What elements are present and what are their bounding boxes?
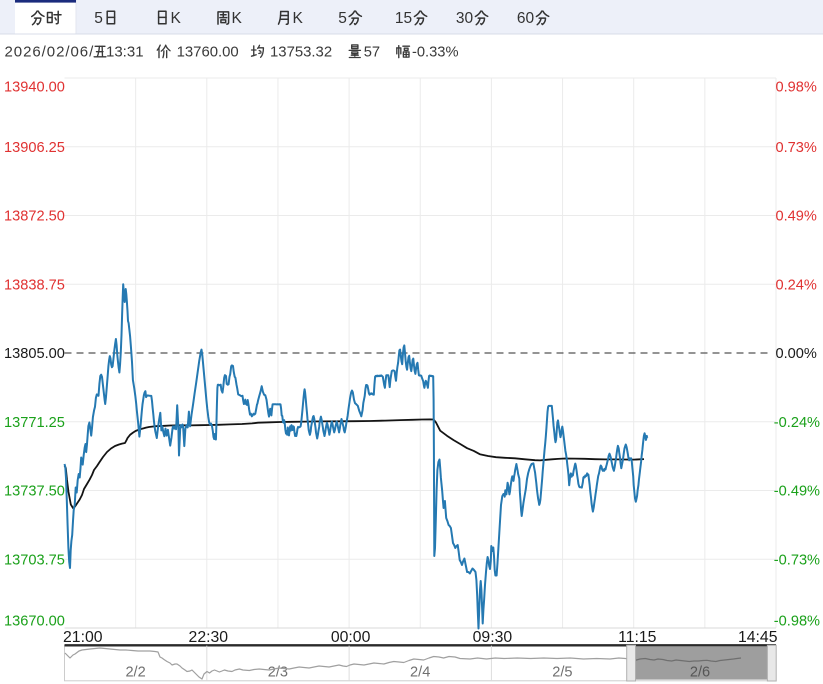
svg-text:2/6: 2/6 [690, 665, 710, 681]
svg-text:-0.33%: -0.33% [412, 44, 459, 60]
svg-text:K: K [232, 10, 243, 27]
svg-text:-0.98%: -0.98% [774, 614, 820, 630]
svg-text:-0.73%: -0.73% [774, 553, 820, 569]
svg-text:-0.49%: -0.49% [774, 484, 820, 500]
svg-text:0.24%: 0.24% [776, 278, 817, 294]
svg-text:13737.50: 13737.50 [4, 484, 65, 500]
svg-text:13906.25: 13906.25 [4, 140, 65, 156]
svg-text:13753.32: 13753.32 [270, 44, 332, 60]
svg-text:13805.00: 13805.00 [4, 346, 65, 362]
svg-text:60: 60 [517, 10, 535, 27]
svg-text:22:30: 22:30 [189, 629, 229, 646]
svg-text:13670.00: 13670.00 [4, 614, 65, 630]
svg-text:K: K [171, 10, 182, 27]
svg-text:13703.75: 13703.75 [4, 553, 65, 569]
svg-text:0.00%: 0.00% [776, 346, 817, 362]
svg-text:2/5: 2/5 [552, 665, 572, 681]
svg-text:00:00: 00:00 [331, 629, 371, 646]
svg-text:13838.75: 13838.75 [4, 278, 65, 294]
svg-text:13771.25: 13771.25 [4, 415, 65, 431]
svg-text:13872.50: 13872.50 [4, 209, 65, 225]
svg-text:30: 30 [456, 10, 474, 27]
svg-text:-0.24%: -0.24% [774, 415, 820, 431]
svg-text:15: 15 [395, 10, 412, 27]
svg-text:0.98%: 0.98% [776, 80, 817, 96]
svg-text:0.73%: 0.73% [776, 140, 817, 156]
svg-text:2026/02/06/: 2026/02/06/ [5, 43, 95, 60]
svg-text:21:00: 21:00 [63, 629, 103, 646]
svg-text:13940.00: 13940.00 [4, 80, 65, 96]
svg-text:K: K [293, 10, 304, 27]
svg-text:14:45: 14:45 [738, 629, 778, 646]
svg-text:13:31: 13:31 [106, 43, 144, 60]
svg-text:2/4: 2/4 [410, 665, 430, 681]
svg-text:0.49%: 0.49% [776, 209, 817, 225]
svg-text:57: 57 [364, 44, 380, 60]
svg-text:5: 5 [94, 10, 103, 27]
svg-text:5: 5 [338, 10, 347, 27]
svg-text:2/3: 2/3 [268, 665, 288, 681]
svg-text:11:15: 11:15 [618, 629, 657, 646]
svg-text:09:30: 09:30 [473, 629, 513, 646]
svg-text:2/2: 2/2 [125, 665, 145, 681]
svg-text:13760.00: 13760.00 [177, 44, 239, 60]
